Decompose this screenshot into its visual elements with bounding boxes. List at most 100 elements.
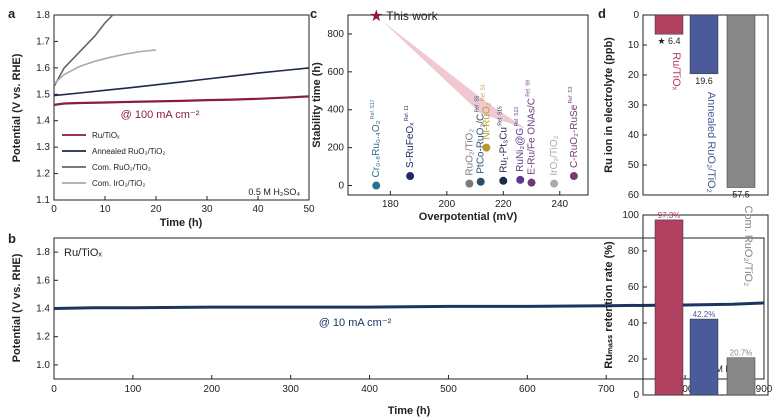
panel-b-xtick-label: 100 bbox=[125, 384, 142, 395]
panel-d-bottom-ytick-label: 100 bbox=[622, 210, 639, 221]
panel-d-category-label: Com. RuO₂/TiO₂ bbox=[742, 206, 754, 287]
panel-b-xtick-label: 400 bbox=[361, 384, 378, 395]
panel-c-xlabel: Overpotential (mV) bbox=[419, 211, 518, 223]
panel-d-top-bar bbox=[689, 14, 719, 75]
panel-c-point-label: IrO₂/TiO₂ bbox=[549, 135, 560, 175]
panel-a-xtick-label: 40 bbox=[252, 204, 264, 215]
panel-c-point-label: Cr₀.₈Ru₀.₄O₂ Ref. S17 bbox=[370, 99, 382, 177]
panel-c-point-label: PtCo-RuO₂/C Ref. S5 bbox=[475, 95, 487, 173]
panel-c-ytick-label: 800 bbox=[327, 29, 344, 40]
panel-c-point bbox=[550, 179, 559, 188]
panel-a-xtick-label: 20 bbox=[150, 204, 162, 215]
panel-c-point-label: E-Ru/Fe ONAs/C Ref. S9 bbox=[526, 80, 538, 175]
panel-d-top-bar bbox=[726, 14, 756, 188]
panel-c-point-label: RuO₂/TiO₂ bbox=[464, 129, 475, 176]
panel-label-b: b bbox=[8, 231, 16, 246]
panel-b-ytick-label: 1.8 bbox=[36, 247, 50, 258]
panel-d-bottom-bar bbox=[689, 318, 719, 396]
panel-a-ytick-label: 1.6 bbox=[36, 63, 50, 74]
panel-c-point-ref: Ref. S17 bbox=[370, 99, 376, 120]
panel-d-top-ytick-label: 20 bbox=[628, 70, 640, 81]
panel-d-bottom-value: 42.2% bbox=[693, 310, 716, 319]
panel-d-bottom-ytick-label: 20 bbox=[628, 354, 640, 365]
panel-c-xtick-label: 180 bbox=[382, 199, 399, 210]
panel-d-category-label: Ru/TiOₓ bbox=[670, 52, 682, 90]
panel-c-point-ref: Ref. S9 bbox=[526, 80, 532, 98]
panel-d-top-bar bbox=[654, 14, 684, 35]
panel-a-ytick-label: 1.4 bbox=[36, 116, 50, 127]
panel-b-electrolyte: 0.5 M H₂SO₄ bbox=[700, 364, 752, 374]
panel-a-ytick-label: 1.3 bbox=[36, 142, 50, 153]
panel-d-top-ytick-label: 30 bbox=[628, 100, 640, 111]
panel-c-point bbox=[499, 176, 508, 185]
panel-label-a: a bbox=[8, 6, 16, 21]
panel-a-ylabel: Potential (V vs. RHE) bbox=[11, 53, 23, 162]
panel-b-xtick-label: 500 bbox=[440, 384, 457, 395]
panel-label-d: d bbox=[598, 6, 606, 21]
panel-a-ytick-label: 1.8 bbox=[36, 10, 50, 21]
panel-c-point bbox=[569, 172, 578, 181]
panel-b-xtick-label: 0 bbox=[51, 384, 57, 395]
panel-b-ytick-label: 1.4 bbox=[36, 304, 50, 315]
panel-a-electrolyte: 0.5 M H₂SO₄ bbox=[248, 187, 300, 197]
panel-c-point-label: C-RuO₂-RuSe Ref. S3 bbox=[568, 86, 580, 168]
panel-c-point-label: Ru₁-Pt₃Cu Ref. S15 bbox=[497, 106, 509, 173]
panel-d-top-ytick-label: 60 bbox=[628, 190, 640, 201]
panel-b-xtick-label: 800 bbox=[677, 384, 694, 395]
panel-b-xtick-label: 700 bbox=[598, 384, 615, 395]
panel-d-top-ytick-label: 50 bbox=[628, 160, 640, 171]
panel-b-series-line bbox=[53, 301, 765, 310]
panel-c-point bbox=[406, 172, 415, 181]
panel-b-xtick-label: 300 bbox=[282, 384, 299, 395]
panel-d-category-label: Annealed RuO₂/TiO₂ bbox=[705, 92, 717, 193]
panel-c-point-ref: Ref. S1 bbox=[480, 84, 486, 102]
panel-b-xtick-label: 900 bbox=[756, 384, 773, 395]
panel-c-xtick-label: 200 bbox=[438, 199, 455, 210]
panel-d-bottom-ytick-label: 40 bbox=[628, 318, 640, 329]
panel-a-xtick-label: 30 bbox=[201, 204, 213, 215]
panel-a-legend-entry: Ru/TiOₓ bbox=[92, 131, 120, 140]
panel-c-ytick-label: 200 bbox=[327, 143, 344, 154]
panel-c-ytick-label: 400 bbox=[327, 105, 344, 116]
panel-c-ytick-label: 600 bbox=[327, 67, 344, 78]
panel-a-series-line bbox=[53, 95, 310, 106]
panel-d-bottom-ytick-label: 80 bbox=[628, 246, 640, 257]
panel-c-point-ref: Ref. S3 bbox=[568, 86, 574, 104]
panel-c-point-label: Ni-RuO₂ Ref. S1 bbox=[480, 84, 492, 140]
panel-d-bottom-value: 20.7% bbox=[730, 349, 753, 358]
panel-a-legend-entry: Com. RuO₂/TiO₂ bbox=[92, 163, 151, 172]
panel-a-legend-entry: Com. IrO₂/TiO₂ bbox=[92, 179, 145, 188]
panel-c-point-label: RuNi₂@G Ref. S13 bbox=[514, 107, 526, 172]
panel-c-point bbox=[482, 143, 491, 152]
panel-d-top-ylabel: Ru ion in electrolyte (ppb) bbox=[603, 37, 615, 173]
panel-d-bottom-ytick-label: 60 bbox=[628, 282, 640, 293]
panel-b-annotation: @ 10 mA cm⁻² bbox=[319, 317, 392, 329]
panel-a-xtick-label: 10 bbox=[99, 204, 111, 215]
panel-c-ylabel: Stability time (h) bbox=[311, 62, 323, 148]
panel-c-xtick-label: 240 bbox=[551, 199, 568, 210]
panel-c-point-label: S-RuFeOₓ Ref. 11 bbox=[404, 105, 416, 168]
panel-b-series-label: Ru/TiOₓ bbox=[64, 247, 102, 259]
panel-a-series-line bbox=[53, 49, 157, 85]
panel-b-ytick-label: 1.6 bbox=[36, 275, 50, 286]
panel-c-ytick-label: 0 bbox=[338, 181, 344, 192]
panel-a-chart: Potential (V vs. RHE) Time (h) @ 100 mA … bbox=[11, 10, 315, 229]
panel-b-xtick-label: 200 bbox=[203, 384, 220, 395]
panel-d-bottom-bar bbox=[654, 219, 684, 396]
panel-c-point bbox=[476, 177, 485, 186]
panel-a-annotation: @ 100 mA cm⁻² bbox=[121, 109, 200, 121]
panel-d-bottom-bar bbox=[726, 357, 756, 396]
panel-a-ytick-label: 1.2 bbox=[36, 169, 50, 180]
panel-a-ytick-label: 1.1 bbox=[36, 195, 50, 206]
panel-d-top-value: ★ 6.4 bbox=[657, 36, 680, 46]
panel-b-chart: Potential (V vs. RHE) Time (h) Ru/TiOₓ @… bbox=[11, 237, 773, 417]
panel-a-xtick-label: 50 bbox=[303, 204, 315, 215]
panel-a-legend-entry: Annealed RuO₂/TiO₂ bbox=[92, 147, 166, 156]
panel-a-xlabel: Time (h) bbox=[160, 217, 203, 229]
panel-label-c: c bbox=[310, 6, 317, 21]
panel-d-top-ytick-label: 0 bbox=[633, 10, 639, 21]
panel-c-highlight-label: This work bbox=[386, 9, 438, 23]
panel-a-ytick-label: 1.7 bbox=[36, 36, 50, 47]
panel-d-bottom-ytick-label: 0 bbox=[633, 390, 639, 401]
